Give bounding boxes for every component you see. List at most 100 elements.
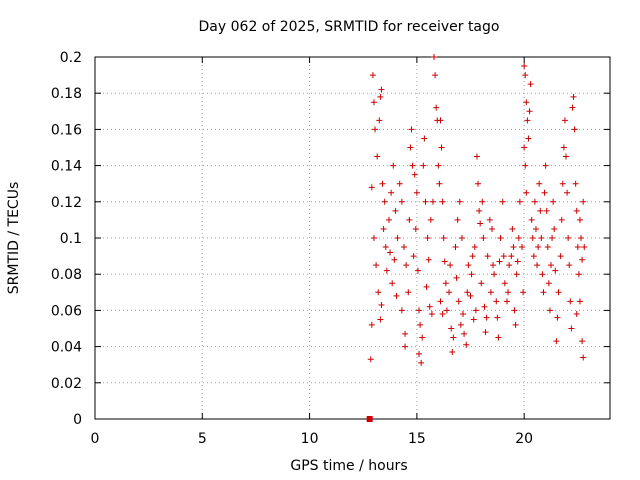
data-point	[461, 330, 468, 337]
data-point	[414, 267, 421, 274]
data-point	[554, 314, 561, 321]
data-point	[420, 162, 427, 169]
data-point	[479, 198, 486, 205]
data-point	[373, 262, 380, 269]
data-point	[406, 216, 413, 223]
data-point	[463, 341, 470, 348]
data-point	[501, 280, 508, 287]
data-point	[367, 356, 374, 363]
data-point	[578, 235, 585, 241]
x-tick-label: 10	[301, 431, 319, 447]
data-point	[443, 307, 450, 314]
data-point	[546, 307, 553, 314]
data-point	[579, 338, 586, 345]
data-point	[398, 307, 405, 314]
data-point	[476, 207, 483, 214]
y-tick-label: 0.16	[51, 122, 82, 138]
data-point	[392, 207, 399, 214]
data-point	[385, 216, 392, 223]
data-point	[446, 289, 453, 296]
data-point	[581, 244, 588, 251]
data-point	[570, 93, 577, 100]
x-tick-label: 15	[408, 431, 426, 447]
data-point	[549, 235, 556, 241]
data-point	[522, 72, 529, 79]
data-point	[378, 301, 385, 308]
data-point	[580, 354, 587, 361]
data-point	[438, 144, 445, 151]
data-point	[568, 325, 575, 332]
data-point	[375, 289, 382, 296]
y-tick-label: 0.12	[51, 195, 82, 211]
data-point	[543, 207, 550, 214]
data-point	[425, 256, 432, 263]
data-point	[382, 244, 389, 251]
data-point	[527, 81, 534, 88]
data-point	[545, 280, 552, 287]
data-point	[455, 298, 462, 305]
data-point	[484, 253, 491, 260]
data-point	[525, 135, 532, 142]
data-point	[378, 86, 385, 93]
y-tick-label: 0.18	[51, 86, 82, 102]
data-point	[553, 338, 560, 345]
data-point	[450, 334, 457, 341]
data-point	[419, 334, 426, 341]
data-point	[579, 256, 586, 263]
data-point	[481, 303, 488, 310]
data-point	[379, 180, 386, 187]
data-point	[567, 298, 574, 305]
data-point	[467, 292, 474, 299]
data-point	[427, 216, 434, 223]
data-point	[528, 216, 535, 223]
data-point	[402, 343, 409, 350]
y-tick-label: 0.04	[51, 340, 82, 356]
data-point	[565, 235, 572, 241]
data-point	[411, 171, 418, 178]
data-point	[569, 104, 576, 111]
data-point	[369, 72, 376, 79]
data-point	[440, 235, 447, 241]
data-point	[405, 289, 412, 296]
data-point	[576, 298, 583, 305]
data-point	[511, 307, 518, 314]
data-point	[571, 126, 578, 133]
data-point	[429, 198, 436, 205]
data-point	[428, 311, 435, 318]
y-tick-label: 0.2	[60, 50, 82, 66]
y-tick-label: 0.08	[51, 267, 82, 283]
data-point	[559, 180, 566, 187]
data-point	[422, 198, 429, 205]
data-point	[574, 244, 581, 251]
data-point	[403, 262, 410, 269]
data-point	[519, 244, 526, 251]
data-point	[563, 153, 570, 160]
grid-lines	[95, 57, 610, 419]
data-point	[540, 289, 547, 296]
data-point	[535, 244, 542, 251]
data-point	[436, 180, 443, 187]
data-point	[576, 216, 583, 223]
data-point	[472, 307, 479, 314]
data-point	[483, 314, 490, 321]
data-point	[509, 225, 516, 232]
x-tick-label: 20	[515, 431, 533, 447]
data-point	[416, 307, 423, 314]
data-point	[388, 189, 395, 196]
data-point	[408, 126, 415, 133]
x-axis-label: GPS time / hours	[290, 458, 407, 474]
data-point	[447, 262, 454, 269]
axis-ticks	[94, 56, 610, 420]
data-point	[478, 280, 485, 287]
data-point	[412, 225, 419, 232]
data-point	[396, 180, 403, 187]
extra-marker-layer	[366, 416, 373, 422]
data-point	[493, 298, 500, 305]
data-point	[432, 72, 439, 79]
data-point	[402, 330, 409, 337]
data-point	[452, 244, 459, 251]
data-point	[542, 162, 549, 169]
data-point	[473, 153, 480, 160]
data-point	[490, 262, 497, 269]
data-point	[560, 144, 567, 151]
